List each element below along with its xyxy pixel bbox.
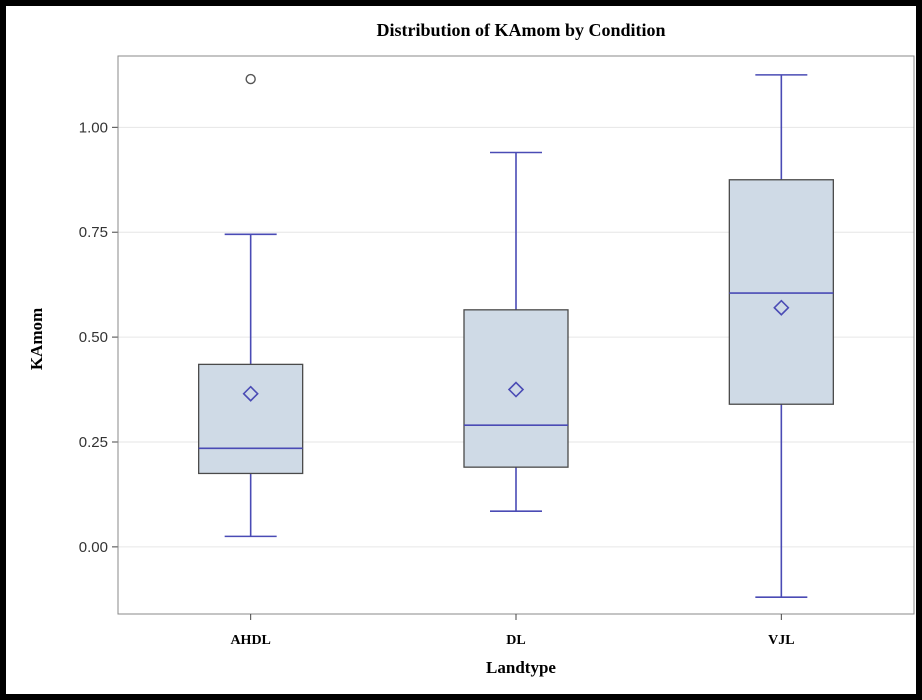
y-tick-label: 0.00 — [79, 539, 108, 556]
y-tick-label: 0.25 — [79, 434, 108, 451]
y-axis-label: KAmom — [27, 308, 46, 370]
mean-marker — [242, 385, 259, 402]
boxplot-chart: Distribution of KAmom by Condition Landt… — [27, 20, 915, 677]
iqr-box — [198, 363, 304, 475]
x-tick-label: AHDL — [230, 633, 270, 648]
x-axis-label: Landtype — [486, 658, 556, 677]
y-tick-label: 0.50 — [79, 329, 108, 346]
chart-frame: Distribution of KAmom by Condition Landt… — [6, 6, 916, 694]
box-series — [198, 73, 834, 599]
axes: 0.00 0.25 0.50 0.75 1.00 AHDL DL VJL — [79, 55, 915, 648]
y-tick-label: 0.75 — [79, 224, 108, 241]
box-dl — [463, 151, 569, 513]
x-tick-label: VJL — [768, 633, 794, 648]
x-tick-label: DL — [506, 633, 525, 648]
box-vjl — [728, 74, 834, 599]
mean-marker — [507, 381, 525, 398]
y-tick-label: 1.00 — [79, 119, 108, 136]
iqr-box — [463, 309, 569, 468]
chart-title: Distribution of KAmom by Condition — [376, 20, 665, 40]
box-ahdl — [198, 73, 304, 538]
mean-marker — [773, 299, 790, 316]
iqr-box — [728, 179, 834, 405]
outlier-point — [245, 73, 256, 85]
